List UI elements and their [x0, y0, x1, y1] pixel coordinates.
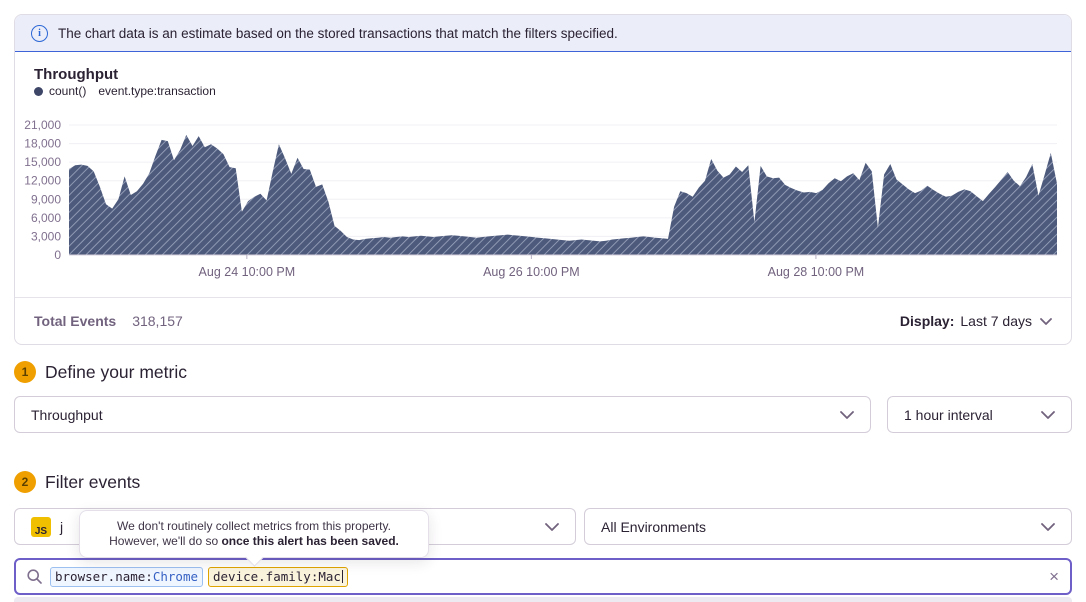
- next-section-edge: [14, 597, 1072, 602]
- step-1-title: Define your metric: [45, 361, 187, 382]
- svg-text:18,000: 18,000: [24, 137, 61, 151]
- chevron-down-icon: [1041, 410, 1055, 419]
- step-2-title: Filter events: [45, 471, 141, 492]
- svg-text:9,000: 9,000: [31, 192, 61, 206]
- text-cursor: [341, 569, 344, 583]
- chevron-down-icon: [545, 522, 559, 531]
- throughput-chart: 0 3,000 6,000 9,000 12,000 15,000 18,000 21,000…: [24, 118, 1057, 279]
- svg-text:21,000: 21,000: [24, 118, 61, 132]
- filter-token-device-family[interactable]: device.family:Mac: [208, 566, 349, 587]
- svg-text:Aug 24 10:00 PM: Aug 24 10:00 PM: [199, 265, 296, 279]
- tooltip-line-1: We don't routinely collect metrics from …: [117, 519, 391, 533]
- svg-text:3,000: 3,000: [31, 229, 61, 243]
- svg-text:Aug 26 10:00 PM: Aug 26 10:00 PM: [483, 265, 580, 279]
- step-1-badge: 1: [14, 361, 36, 383]
- legend-series-label: count(): [49, 84, 87, 98]
- display-value: Last 7 days: [960, 313, 1032, 329]
- info-banner: i The chart data is an estimate based on…: [15, 15, 1071, 52]
- tooltip-line-2: However, we'll do so once this alert has…: [109, 534, 399, 548]
- throughput-area-series: [69, 134, 1057, 255]
- javascript-platform-icon: JS: [31, 516, 51, 537]
- environment-select-value: All Environments: [601, 518, 707, 535]
- legend-filter-label: event.type:transaction: [98, 84, 216, 98]
- close-icon[interactable]: ×: [1049, 567, 1059, 586]
- svg-text:0: 0: [54, 248, 61, 262]
- interval-select-value: 1 hour interval: [904, 406, 993, 423]
- display-period-dropdown[interactable]: Display: Last 7 days: [900, 313, 1052, 329]
- chart-title: Throughput: [34, 66, 119, 83]
- chevron-down-icon: [840, 410, 854, 419]
- metrics-collection-tooltip: We don't routinely collect metrics from …: [79, 510, 429, 567]
- step-2-badge: 2: [14, 471, 36, 493]
- total-events-value: 318,157: [132, 313, 183, 329]
- environment-select[interactable]: All Environments: [584, 508, 1072, 545]
- svg-text:12,000: 12,000: [24, 174, 61, 188]
- info-banner-text: The chart data is an estimate based on t…: [58, 25, 618, 41]
- project-select-value: j: [60, 518, 64, 535]
- event-filter-search-input[interactable]: browser.name:Chrome device.family:Mac ×: [14, 558, 1072, 595]
- chart-legend: count() event.type:transaction: [34, 84, 1071, 99]
- legend-dot-icon: [34, 87, 43, 96]
- total-events-label: Total Events: [34, 313, 117, 329]
- metric-select[interactable]: Throughput: [14, 396, 871, 433]
- display-label: Display:: [899, 313, 955, 329]
- step-1-heading: 1 Define your metric: [14, 361, 187, 383]
- svg-text:15,000: 15,000: [24, 155, 61, 169]
- interval-select[interactable]: 1 hour interval: [887, 396, 1072, 433]
- metric-select-value: Throughput: [31, 406, 103, 423]
- chart-panel: i The chart data is an estimate based on…: [14, 14, 1072, 345]
- svg-text:6,000: 6,000: [31, 211, 61, 225]
- filter-token-browser-name[interactable]: browser.name:Chrome: [50, 566, 203, 587]
- chart-footer: Total Events 318,157 Display: Last 7 day…: [15, 297, 1071, 344]
- step-2-heading: 2 Filter events: [14, 471, 140, 493]
- chart-header: Throughput count() event.type:transactio…: [15, 52, 1071, 99]
- info-icon: i: [31, 24, 48, 42]
- chevron-down-icon: [1040, 317, 1052, 325]
- search-icon: [27, 569, 42, 584]
- svg-text:Aug 28 10:00 PM: Aug 28 10:00 PM: [768, 265, 865, 279]
- chevron-down-icon: [1041, 522, 1055, 531]
